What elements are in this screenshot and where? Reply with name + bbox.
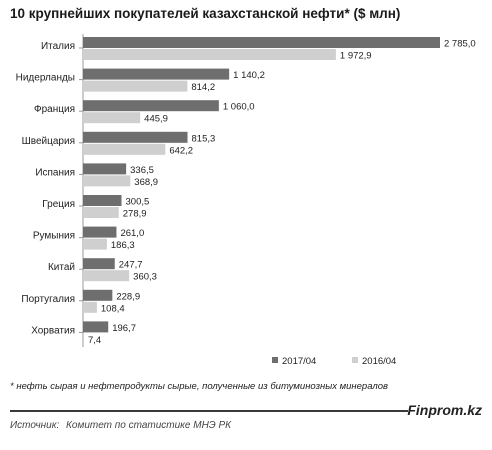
bar-2017-04 bbox=[83, 100, 219, 112]
legend-label: 2016/04 bbox=[362, 356, 396, 367]
bar-2017-04 bbox=[83, 131, 188, 143]
bar-chart: Италия 2 785,0 1 972,9 Нидерланды 1 140,2 814… bbox=[16, 34, 476, 367]
data-label: 1 060,0 bbox=[223, 102, 255, 113]
bar-2016-04 bbox=[83, 207, 119, 218]
category-label: Испания bbox=[35, 167, 75, 178]
legend-swatch bbox=[352, 357, 358, 363]
bar-2016-04 bbox=[83, 175, 131, 187]
bar-2016-04 bbox=[83, 333, 84, 345]
data-label: 278,9 bbox=[123, 209, 147, 220]
category-label: Хорватия bbox=[31, 325, 75, 336]
category-label: Китай bbox=[48, 262, 75, 273]
category-label: Италия bbox=[41, 41, 75, 52]
data-label: 186,3 bbox=[111, 240, 135, 251]
brand-logo-text: Finprom.kz bbox=[407, 402, 482, 418]
bar-2017-04 bbox=[83, 321, 109, 333]
data-label: 228,9 bbox=[116, 291, 140, 302]
bar-2016-04 bbox=[83, 143, 166, 155]
data-label: 1 972,9 bbox=[340, 51, 372, 62]
source-note: Источник: Комитет по статистике МНЭ РК bbox=[10, 420, 231, 431]
bar-2016-04 bbox=[83, 301, 97, 313]
data-label: 1 140,2 bbox=[233, 70, 265, 81]
source-label: Источник: bbox=[10, 420, 60, 431]
separator-line bbox=[10, 410, 408, 412]
data-label: 247,7 bbox=[119, 260, 143, 271]
bar-2017-04 bbox=[83, 37, 440, 48]
chart-title: 10 крупнейших покупателей казахстанской … bbox=[10, 6, 401, 21]
data-label: 815,3 bbox=[192, 133, 216, 144]
data-label: 445,9 bbox=[144, 114, 168, 125]
data-label: 196,7 bbox=[112, 323, 136, 334]
bar-2016-04 bbox=[83, 238, 107, 250]
data-label: 7,4 bbox=[88, 335, 101, 346]
source-text: Комитет по статистике МНЭ РК bbox=[66, 420, 232, 431]
bar-2017-04 bbox=[83, 195, 122, 206]
data-label: 336,5 bbox=[130, 165, 154, 176]
bar-2017-04 bbox=[83, 226, 117, 238]
data-label: 368,9 bbox=[134, 177, 158, 188]
category-label: Румыния bbox=[33, 231, 75, 242]
legend-label: 2017/04 bbox=[282, 356, 316, 367]
data-label: 360,3 bbox=[133, 272, 157, 283]
bar-2016-04 bbox=[83, 112, 141, 124]
data-label: 300,5 bbox=[126, 197, 150, 208]
category-label: Португалия bbox=[21, 294, 75, 305]
data-label: 814,2 bbox=[191, 82, 215, 93]
bar-2017-04 bbox=[83, 68, 230, 80]
bar-2016-04 bbox=[83, 49, 336, 60]
data-label: 261,0 bbox=[120, 228, 144, 239]
category-label: Франция bbox=[34, 104, 75, 115]
bar-2017-04 bbox=[83, 258, 115, 270]
legend-swatch bbox=[272, 357, 278, 363]
bar-2016-04 bbox=[83, 80, 188, 92]
footnote: * нефть сырая и нефтепродукты сырые, пол… bbox=[10, 381, 388, 392]
data-label: 2 785,0 bbox=[444, 39, 476, 50]
category-label: Швейцария bbox=[22, 136, 75, 147]
bar-2017-04 bbox=[83, 163, 127, 175]
bar-2017-04 bbox=[83, 289, 113, 301]
data-label: 642,2 bbox=[169, 145, 193, 156]
category-label: Нидерланды bbox=[16, 73, 75, 84]
bar-2016-04 bbox=[83, 270, 130, 282]
category-label: Греция bbox=[42, 199, 75, 210]
data-label: 108,4 bbox=[101, 303, 125, 314]
